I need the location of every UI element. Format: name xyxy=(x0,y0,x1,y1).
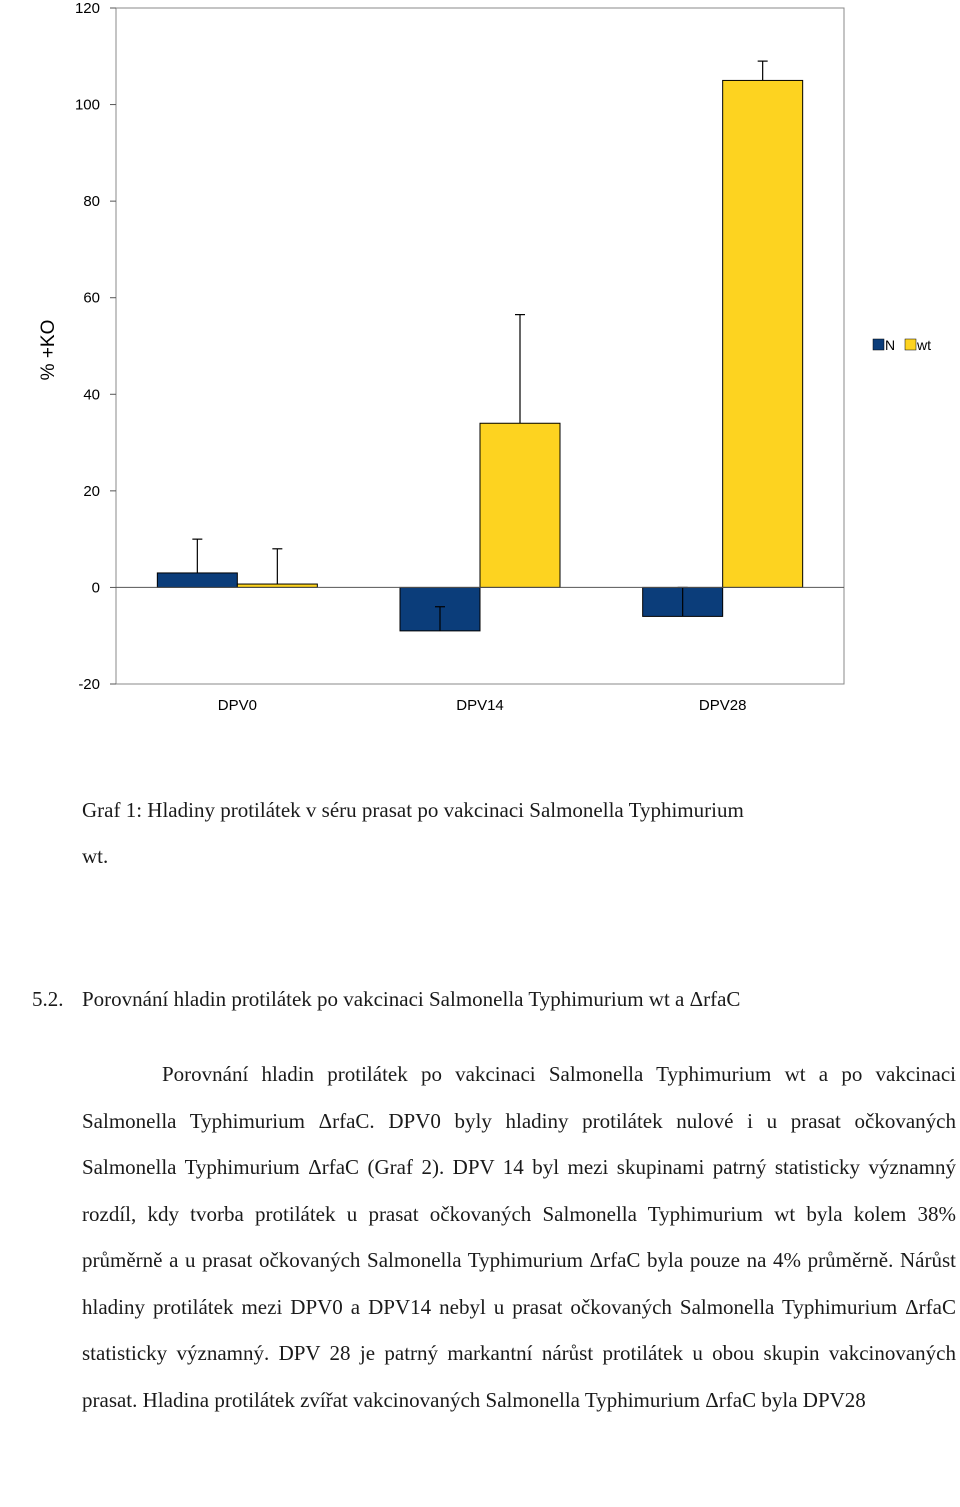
legend-swatch-N xyxy=(872,338,885,351)
legend-swatch-wt xyxy=(904,338,917,351)
y-tick-label: 40 xyxy=(83,386,100,403)
legend-label-N: N xyxy=(885,337,895,353)
y-axis: -20 0 20 40 60 80 100 120 xyxy=(75,0,116,693)
x-tick-label: DPV28 xyxy=(699,697,747,714)
error-bars xyxy=(192,60,768,631)
caption-line-1: Graf 1: Hladiny protilátek v séru prasat… xyxy=(82,798,744,822)
y-tick-label: 0 xyxy=(92,579,100,596)
bar-N-DPV0 xyxy=(156,572,238,588)
x-tick-label: DPV14 xyxy=(456,697,504,714)
figure-caption: Graf 1: Hladiny protilátek v séru prasat… xyxy=(82,787,956,879)
bar-wt-DPV0 xyxy=(236,583,318,588)
x-axis: DPV0 DPV14 DPV28 xyxy=(218,697,747,714)
y-tick-label: 60 xyxy=(83,290,100,307)
y-tick-label: -20 xyxy=(78,676,100,693)
bar-series xyxy=(156,79,804,632)
body-paragraph: Porovnání hladin protilátek po vakcinaci… xyxy=(82,1062,956,1412)
y-tick-label: 80 xyxy=(83,193,100,210)
section-number: 5.2. xyxy=(32,987,64,1011)
bar-wt-DPV28 xyxy=(722,79,804,588)
y-tick-label: 100 xyxy=(75,97,100,114)
y-axis-label: % +KO xyxy=(38,320,59,381)
bar-wt-DPV14 xyxy=(479,422,561,588)
plot-area-frame xyxy=(115,7,845,685)
x-tick-label: DPV0 xyxy=(218,697,257,714)
caption-line-2: wt. xyxy=(82,844,109,868)
section-heading: 5.2. Porovnání hladin protilátek po vakci… xyxy=(32,982,956,1016)
section-title: Porovnání hladin protilátek po vakcinaci… xyxy=(82,987,741,1011)
legend-label-wt: wt xyxy=(916,337,931,353)
y-tick-label: 20 xyxy=(83,483,100,500)
y-tick-label: 120 xyxy=(75,0,100,17)
